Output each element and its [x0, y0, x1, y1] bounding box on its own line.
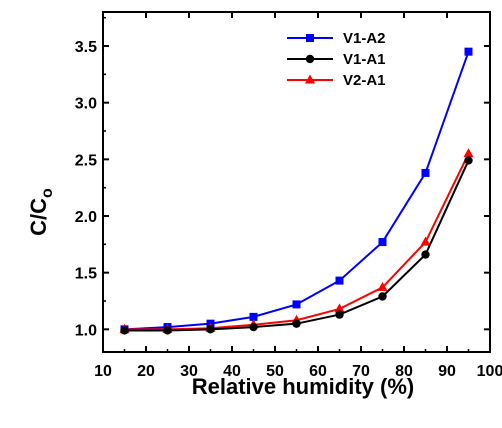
x-tick-label: 100 — [477, 363, 502, 380]
y-tick-label: 1.0 — [75, 322, 97, 339]
legend-item: V1-A1 — [287, 51, 386, 68]
y-axis-title-subscript: o — [39, 188, 56, 198]
legend-label: V1-A2 — [343, 30, 386, 47]
legend-item: V1-A2 — [287, 30, 386, 47]
data-point-circle — [292, 319, 301, 328]
x-axis-title: Relative humidity (%) — [192, 374, 414, 399]
x-tick-label: 20 — [137, 363, 155, 380]
y-tick-label: 2.5 — [75, 152, 97, 169]
data-point-square — [378, 238, 387, 247]
data-point-triangle — [305, 74, 315, 84]
legend-item: V2-A1 — [287, 72, 386, 89]
y-axis-title-group: C/Co — [26, 188, 56, 236]
y-axis-title: C/Co — [26, 188, 56, 236]
x-tick-label: 70 — [352, 363, 370, 380]
y-tick-label: 1.5 — [75, 266, 97, 283]
series-layer — [119, 47, 474, 335]
data-point-triangle — [377, 281, 388, 291]
data-point-circle — [305, 54, 315, 64]
x-tick-label: 50 — [266, 363, 284, 380]
y-tick-label: 3.5 — [75, 39, 97, 56]
data-point-triangle — [334, 303, 345, 313]
y-tick-label: 3.0 — [75, 96, 97, 113]
y-axis-ticks: 1.0 1.5 2.0 2.5 3.0 3.5 — [75, 16, 490, 339]
x-tick-label: 90 — [438, 363, 456, 380]
x-tick-label: 80 — [395, 363, 413, 380]
data-point-square — [335, 276, 344, 285]
data-point-circle — [249, 322, 258, 332]
legend-label: V1-A1 — [343, 51, 386, 68]
x-axis-ticks: 10 20 30 40 50 60 70 80 90 100 — [94, 12, 502, 380]
x-tick-label: 40 — [223, 363, 241, 380]
data-point-circle — [163, 326, 172, 335]
data-point-square — [306, 34, 314, 42]
series-line — [124, 51, 470, 331]
data-point-square — [292, 300, 301, 309]
data-point-square — [421, 168, 430, 177]
data-point-square — [464, 47, 473, 56]
x-tick-label: 30 — [180, 363, 198, 380]
y-axis-title-main: C/C — [26, 198, 51, 236]
data-point-circle — [378, 292, 387, 301]
legend-label: V2-A1 — [343, 72, 386, 89]
data-point-circle — [421, 250, 430, 259]
data-point-square — [249, 312, 258, 321]
data-point-triangle — [463, 148, 474, 158]
series-v1-a1 — [120, 156, 473, 335]
series-v1-a2 — [120, 47, 473, 334]
data-point-circle — [464, 156, 473, 165]
x-tick-label: 60 — [309, 363, 327, 380]
data-point-circle — [335, 310, 344, 319]
legend: V1-A2 V1-A1 V2-A1 — [287, 30, 386, 89]
data-point-triangle — [420, 236, 431, 246]
x-tick-label: 10 — [94, 363, 112, 380]
y-tick-label: 2.0 — [75, 209, 97, 226]
data-point-circle — [206, 325, 215, 334]
data-point-circle — [120, 326, 129, 335]
